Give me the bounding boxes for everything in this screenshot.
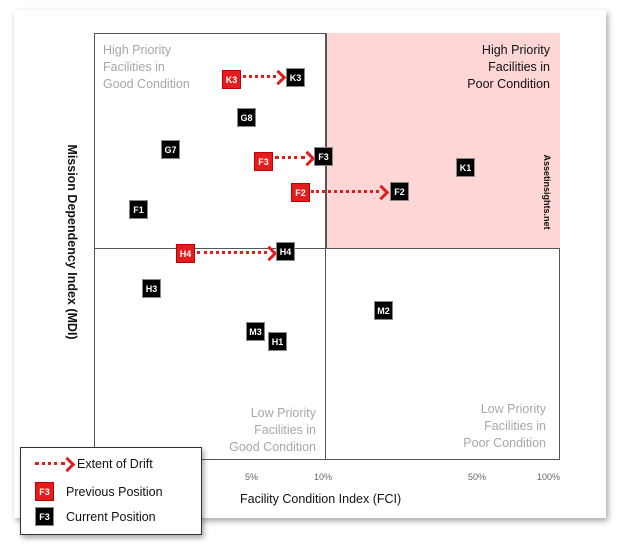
legend-drift-arrow — [35, 456, 76, 473]
legend-drift-label: Extent of Drift — [77, 457, 153, 471]
current-position-f1: F1 — [129, 200, 148, 219]
current-position-g8: G8 — [237, 108, 256, 127]
drift-arrow-f3 — [275, 150, 316, 167]
current-position-f2: F2 — [390, 182, 409, 201]
legend-drift: Extent of Drift — [35, 456, 153, 473]
previous-position-f2: F2 — [291, 183, 310, 202]
current-position-k3: K3 — [286, 68, 305, 87]
current-position-k1: K1 — [456, 158, 475, 177]
x-tick-5: 5% — [245, 472, 259, 482]
previous-position-h4: H4 — [176, 244, 195, 263]
quadrant-label-top-left: High Priority Facilities in Good Conditi… — [103, 43, 190, 91]
previous-position-f3: F3 — [254, 152, 273, 171]
current-position-g7: G7 — [161, 140, 180, 159]
legend-current-label: Current Position — [66, 509, 156, 524]
drift-arrow-f2 — [311, 184, 390, 201]
x-tick-10: 10% — [314, 472, 333, 482]
legend: Extent of Drift F3 Previous Position F3 … — [20, 447, 202, 535]
x-tick-50: 50% — [468, 472, 487, 482]
legend-current-swatch: F3 — [35, 507, 54, 526]
poor-condition-quadrant — [326, 33, 560, 249]
current-position-h4: H4 — [276, 242, 295, 261]
previous-position-k3: K3 — [222, 70, 241, 89]
quadrant-label-bottom-left: Low Priority Facilities in Good Conditio… — [229, 406, 316, 454]
current-position-h1: H1 — [268, 332, 287, 351]
y-axis-label: Mission Dependency Index (MDI) — [65, 144, 79, 340]
legend-previous-swatch: F3 — [35, 482, 54, 501]
quadrant-label-bottom-right: Low Priority Facilities in Poor Conditio… — [463, 402, 546, 450]
horizontal-divider — [94, 248, 560, 249]
drift-arrow-k3 — [243, 69, 287, 86]
x-tick-100: 100% — [537, 472, 561, 482]
current-position-m2: M2 — [374, 301, 393, 320]
current-position-m3: M3 — [246, 322, 265, 341]
current-position-h3: H3 — [142, 279, 161, 298]
quadrant-label-top-right: High Priority Facilities in Poor Conditi… — [467, 43, 550, 91]
vertical-divider — [325, 33, 326, 460]
legend-current: F3 Current Position — [35, 507, 156, 526]
drift-arrow-h4 — [197, 245, 278, 262]
current-position-f3: F3 — [314, 147, 333, 166]
legend-previous-label: Previous Position — [66, 484, 163, 499]
brand-watermark: Assetinsights.net — [542, 154, 552, 230]
legend-previous: F3 Previous Position — [35, 482, 163, 501]
x-axis-label: Facility Condition Index (FCI) — [240, 492, 402, 506]
